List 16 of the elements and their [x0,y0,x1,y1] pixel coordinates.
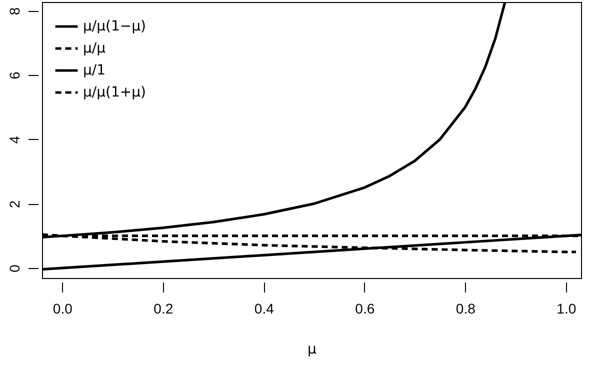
x-tick-label: 0.6 [355,300,375,316]
y-tick-label: 2 [6,200,22,208]
legend-label: μ/1 [83,62,106,78]
x-tick-label: 1.0 [556,300,576,316]
y-tick-label: 0 [6,264,22,272]
x-tick-label: 0.4 [254,300,274,316]
x-tick-label: 0.8 [456,300,476,316]
y-tick-label: 6 [6,71,22,80]
y-tick-label: 8 [6,7,22,16]
legend-label: μ/μ(1+μ) [83,84,146,100]
x-tick-label: 0.2 [154,300,174,316]
y-tick-label: 4 [6,136,22,144]
legend-label: μ/μ(1−μ) [83,18,146,34]
x-tick-label: 0.0 [52,300,73,316]
legend-label: μ/μ [83,40,106,56]
x-axis-title: μ [308,342,317,358]
